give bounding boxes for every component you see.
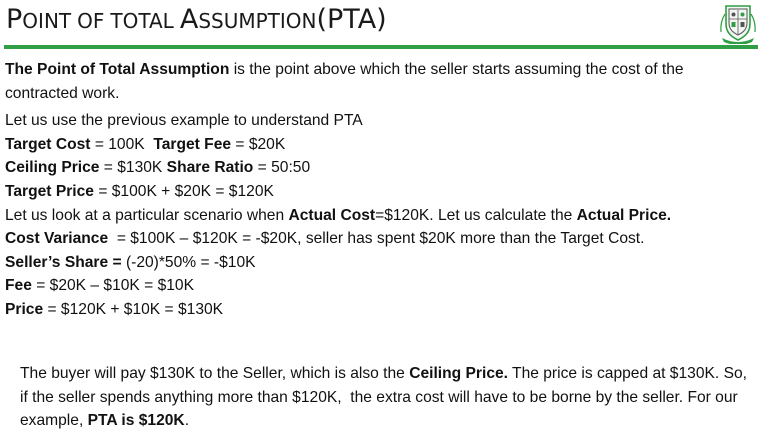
intro-paragraph: The Point of Total Assumption is the poi…	[5, 61, 684, 102]
fee-line: Fee = $20K – $10K = $10K	[5, 277, 195, 295]
title-part: SSUMPTION	[198, 9, 317, 33]
target-cost-line: Target Cost = 100K Target Fee = $20K	[5, 135, 286, 153]
lead-line: Let us use the previous example to under…	[5, 112, 363, 130]
cost-variance-line: Cost Variance = $100K – $120K = -$20K, s…	[5, 230, 645, 248]
slide-title: P OINT OF TOTAL A SSUMPTION (PTA)	[6, 4, 387, 42]
target-price-line: Target Price = $100K + $20K = $120K	[5, 182, 274, 200]
title-part: TOTAL	[110, 9, 174, 33]
closing-paragraph: The buyer will pay $130K to the Seller, …	[20, 365, 752, 430]
crest-emblem-icon	[720, 5, 756, 44]
sellers-share-line: Seller’s Share = (-20)*50% = -$10K	[5, 253, 256, 271]
slide-body: The Point of Total Assumption is the poi…	[5, 58, 757, 322]
price-line: Price = $120K + $10K = $130K	[5, 300, 224, 318]
title-part: OINT	[22, 9, 72, 33]
title-part: A	[179, 4, 199, 35]
scenario-line: Let us look at a particular scenario whe…	[5, 206, 672, 224]
title-part: OF	[77, 9, 105, 33]
title-part: (PTA)	[316, 4, 387, 35]
title-divider	[4, 45, 758, 49]
pta-term: The Point of Total Assumption	[5, 61, 230, 78]
ceiling-price-line: Ceiling Price = $130K Share Ratio = 50:5…	[5, 159, 311, 177]
title-part: P	[6, 4, 23, 35]
